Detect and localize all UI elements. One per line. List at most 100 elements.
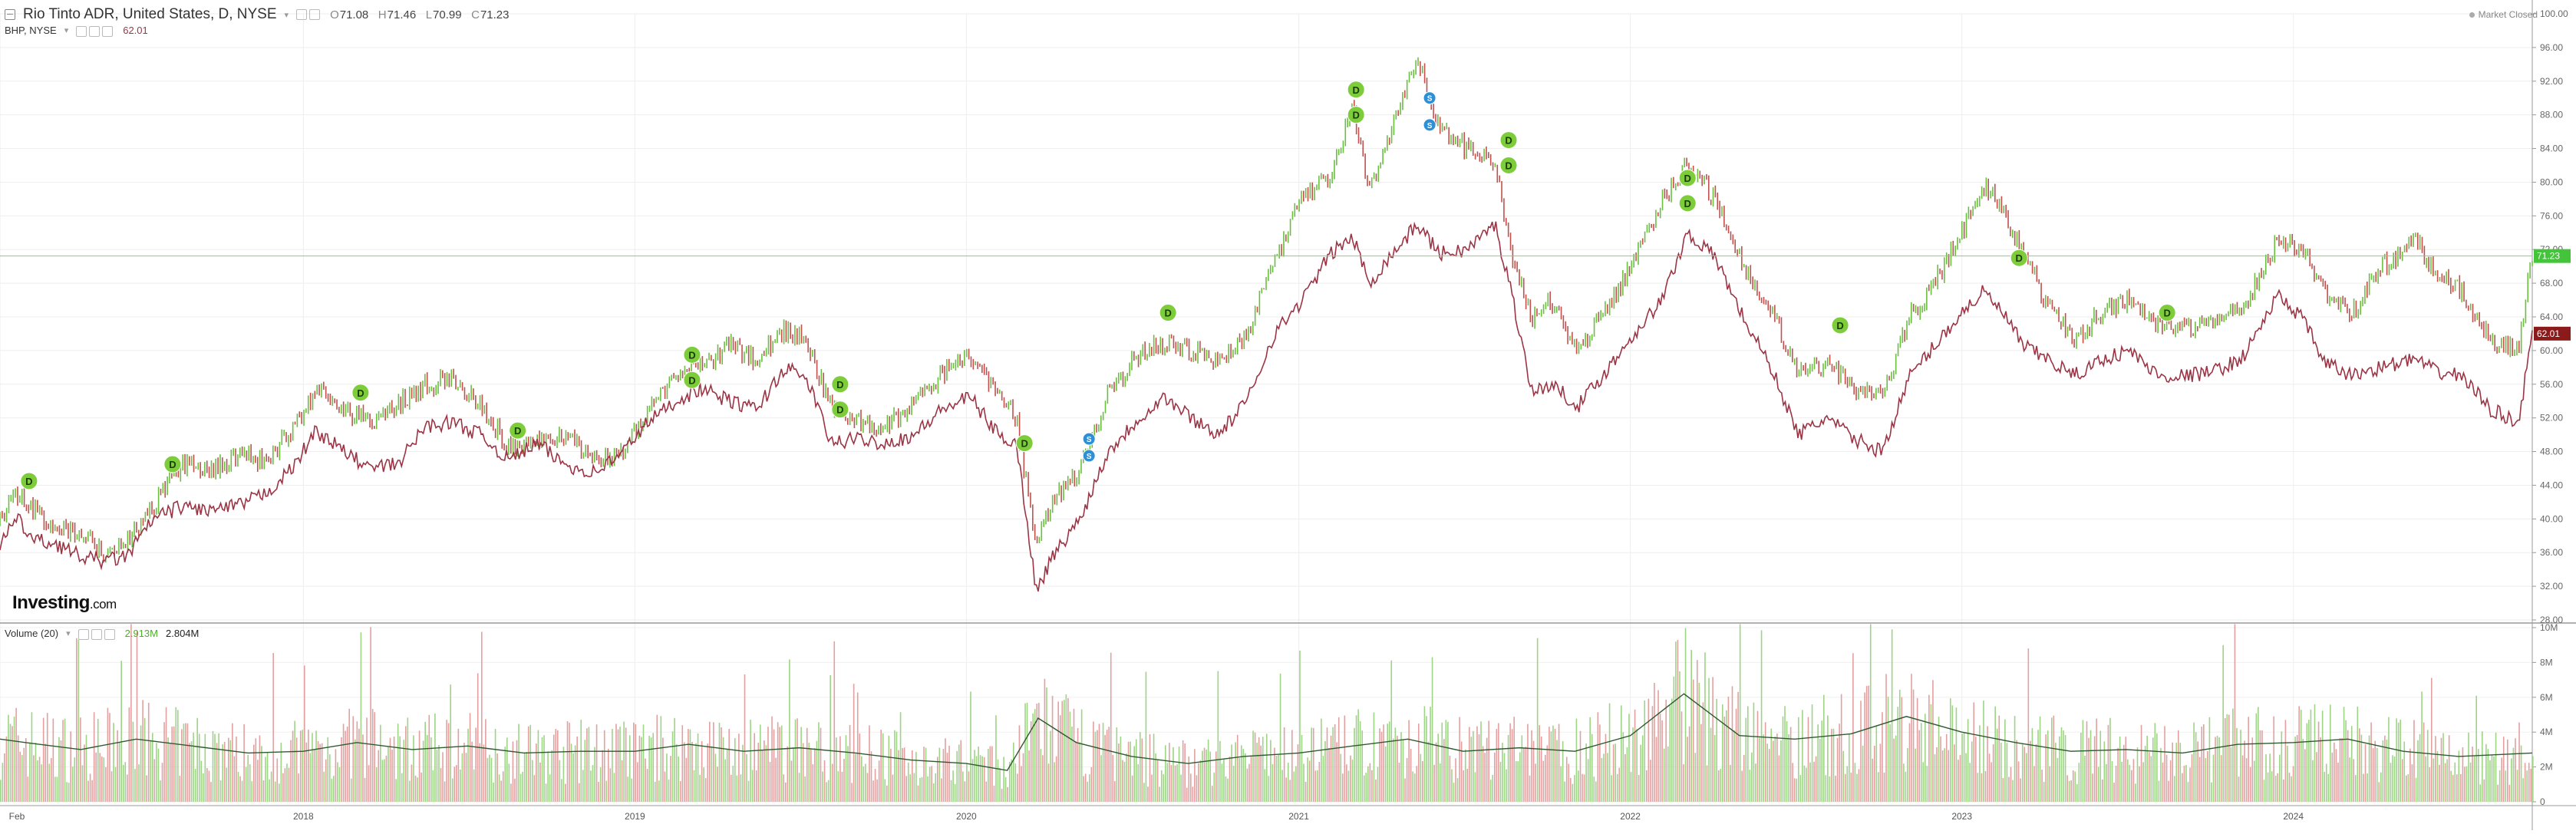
volume-bar (779, 727, 780, 802)
eye-icon[interactable] (296, 8, 308, 20)
split-badge-icon[interactable]: S (1423, 118, 1436, 132)
volume-bar (2452, 775, 2454, 802)
close-icon[interactable] (309, 8, 321, 20)
dividend-badge-icon[interactable]: D (1831, 316, 1849, 335)
volume-bar (302, 730, 304, 802)
volume-title[interactable]: Volume (20) (5, 628, 59, 640)
volume-bar (1897, 707, 1899, 802)
dividend-badge-icon[interactable]: D (831, 375, 849, 394)
volume-bar (2431, 677, 2433, 802)
volume-bar (588, 727, 590, 802)
volume-bar (2131, 770, 2132, 802)
volume-bar (64, 718, 66, 802)
volume-bar (2485, 743, 2487, 802)
volume-bar (1108, 727, 1110, 802)
badge-circle (2010, 249, 2028, 267)
volume-bar (2158, 780, 2160, 802)
volume-bar (2, 763, 4, 802)
split-badge-icon[interactable]: S (1082, 449, 1096, 463)
volume-bar (1550, 731, 1552, 802)
volume-bar (713, 722, 714, 802)
volume-bar (1743, 755, 1745, 802)
volume-bar (2473, 756, 2475, 802)
split-badge-icon[interactable]: S (1082, 432, 1096, 446)
dividend-badge-icon[interactable]: D (163, 455, 182, 473)
volume-bar (237, 772, 239, 802)
volume-bar (648, 735, 650, 802)
volume-bar (2308, 720, 2310, 802)
volume-bar (666, 753, 668, 802)
dividend-badge-icon[interactable]: D (2158, 304, 2176, 322)
split-badge-icon[interactable]: S (1423, 91, 1436, 105)
dividend-badge-icon[interactable]: D (1499, 157, 1518, 174)
eye-icon[interactable] (76, 25, 87, 37)
volume-bar (1595, 781, 1597, 802)
market-status: Market Closed (2469, 9, 2538, 20)
volume-bar (1911, 674, 1912, 802)
dividend-badge-icon[interactable]: D (831, 401, 849, 419)
close-icon[interactable] (104, 628, 115, 640)
compare-symbol[interactable]: BHP, NYSE (5, 25, 57, 37)
volume-bar (985, 781, 988, 802)
volume-bar (274, 781, 276, 802)
volume-bar (504, 747, 506, 802)
volume-bar (2524, 763, 2526, 802)
volume-bar (193, 732, 194, 802)
dividend-badge-icon[interactable]: D (683, 371, 701, 389)
settings-icon[interactable] (91, 628, 102, 640)
chevron-down-icon[interactable]: ▾ (66, 629, 71, 639)
collapse-icon[interactable] (5, 9, 15, 20)
volume-bar (1295, 766, 1297, 802)
volume-bar (769, 762, 771, 802)
high-value: 71.46 (387, 8, 417, 21)
volume-bar (1423, 706, 1426, 802)
dividend-badge-icon[interactable]: D (1678, 194, 1697, 213)
dividend-badge-icon[interactable]: D (351, 384, 370, 402)
volume-bar (580, 720, 582, 802)
volume-bar (1951, 705, 1954, 802)
volume-bar (938, 747, 941, 802)
volume-bar (1098, 724, 1100, 802)
volume-bar (510, 783, 512, 802)
dividend-badge-icon[interactable]: D (1347, 106, 1365, 124)
close-icon[interactable] (102, 25, 114, 37)
volume-bar (945, 738, 946, 802)
volume-bar (122, 764, 124, 802)
volume-bar (2088, 737, 2089, 802)
volume-bar (444, 781, 446, 802)
volume-bar (2201, 727, 2203, 802)
volume-axis: 0 2M 4M 6M 8M 10M (2532, 622, 2558, 807)
eye-icon[interactable] (78, 628, 89, 640)
dividend-badge-icon[interactable]: D (1159, 304, 1177, 322)
volume-bar (1835, 776, 1836, 802)
dividend-badge-icon[interactable]: D (1678, 169, 1697, 187)
dividend-badge-icon[interactable]: D (1347, 81, 1365, 99)
volume-bar (2341, 738, 2343, 802)
dividend-badge-icon[interactable]: D (20, 472, 38, 490)
dividend-badge-icon[interactable]: D (683, 345, 701, 364)
volume-bar (941, 778, 942, 802)
volume-bar (2096, 718, 2097, 802)
price-axis: 28.00 32.00 36.00 40.00 44.00 48.00 52.00 56.00… (2532, 8, 2568, 625)
volume-bar (1587, 759, 1589, 802)
settings-icon[interactable] (89, 25, 101, 37)
volume-bar (2121, 761, 2122, 802)
volume-bar (216, 743, 218, 802)
volume-bar (1918, 730, 1920, 802)
volume-bar (1745, 717, 1747, 802)
dividend-badge-icon[interactable]: D (1015, 434, 1034, 453)
chevron-down-icon[interactable]: ▾ (284, 10, 289, 20)
volume-bar (1612, 744, 1615, 802)
volume-bar (578, 783, 580, 802)
chevron-down-icon[interactable]: ▾ (64, 26, 69, 36)
dividend-badge-icon[interactable]: D (2010, 249, 2028, 267)
volume-bar (1439, 763, 1441, 802)
symbol-title[interactable]: Rio Tinto ADR, United States, D, NYSE (23, 6, 277, 22)
dividend-badge-icon[interactable]: D (1499, 131, 1518, 150)
volume-bar (1474, 772, 1476, 802)
badge-letter: D (1684, 173, 1691, 184)
volume-bar (1564, 781, 1565, 802)
dividend-badge-icon[interactable]: D (509, 421, 527, 440)
volume-bar (903, 747, 905, 802)
